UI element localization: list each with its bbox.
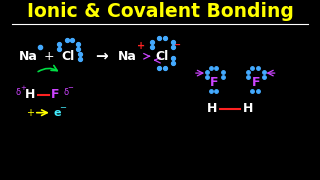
Text: +: + <box>20 85 26 91</box>
Text: +: + <box>44 50 54 63</box>
Text: δ: δ <box>15 88 20 97</box>
Text: →: → <box>95 49 108 64</box>
Text: +: + <box>137 41 145 51</box>
Text: F: F <box>51 88 60 101</box>
Text: H: H <box>243 102 254 115</box>
Text: Cl: Cl <box>155 50 169 63</box>
Text: δ: δ <box>63 88 68 97</box>
Text: H: H <box>207 102 217 115</box>
Text: −: − <box>59 103 66 112</box>
Text: +: + <box>26 108 34 118</box>
Text: Cl: Cl <box>61 50 75 63</box>
Text: e: e <box>54 108 61 118</box>
Text: −: − <box>173 39 181 49</box>
Text: Ionic & Covalent Bonding: Ionic & Covalent Bonding <box>27 2 293 21</box>
Text: F: F <box>210 76 219 89</box>
Text: −: − <box>68 85 74 91</box>
Text: Na: Na <box>19 50 38 63</box>
Text: H: H <box>25 88 35 101</box>
Text: F: F <box>252 76 260 89</box>
Text: Na: Na <box>118 50 137 63</box>
